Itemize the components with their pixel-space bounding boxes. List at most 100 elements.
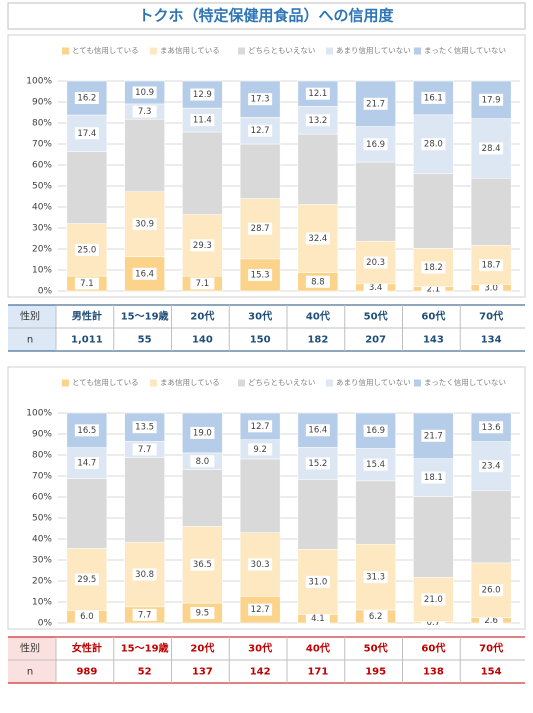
data-label: 17.9 — [482, 95, 501, 105]
y-tick-label: 90% — [32, 430, 52, 440]
data-label: 16.9 — [366, 140, 385, 150]
y-tick-label: 20% — [32, 245, 52, 255]
data-label: 30.9 — [135, 220, 154, 230]
bar-segment — [239, 143, 281, 199]
table-row-header: n — [27, 667, 33, 678]
data-label: 3.4 — [369, 283, 383, 293]
data-label: 3.0 — [484, 283, 498, 293]
data-label: 14.7 — [77, 459, 96, 469]
label-bg — [190, 607, 215, 620]
data-label: 15.2 — [308, 459, 327, 469]
label-bg — [363, 281, 388, 294]
legend-label: まったく信用していない — [424, 45, 506, 55]
data-label: 29.3 — [193, 241, 212, 251]
label-bg — [363, 571, 388, 584]
label-bg — [248, 558, 273, 571]
table-row-header: n — [27, 335, 33, 346]
legend-swatch — [238, 47, 245, 55]
data-label: 8.8 — [311, 277, 325, 287]
legend-swatch — [326, 47, 333, 55]
legend-swatch — [150, 47, 157, 55]
table-n: 52 — [138, 667, 152, 678]
label-bg — [190, 88, 215, 101]
label-bg — [74, 277, 99, 290]
data-label: 20.3 — [366, 258, 385, 268]
table-category: 男性計 — [72, 310, 102, 323]
bar-segment — [413, 173, 454, 249]
data-label: 2.6 — [484, 616, 498, 626]
label-bg — [74, 424, 99, 437]
data-label: 16.4 — [308, 426, 327, 436]
bar-segment — [470, 490, 512, 564]
data-label: 17.4 — [77, 129, 96, 139]
y-tick-label: 0% — [38, 619, 53, 629]
label-bg — [363, 610, 388, 623]
y-tick-label: 30% — [32, 224, 52, 234]
label-bg — [74, 457, 99, 470]
y-tick-label: 50% — [32, 514, 52, 524]
y-tick-label: 30% — [32, 556, 52, 566]
legend-label: まったく信用していない — [424, 377, 506, 387]
table-category: 女性計 — [72, 642, 102, 655]
label-bg — [190, 558, 215, 571]
data-label: 16.1 — [424, 93, 443, 103]
table-n: 182 — [307, 335, 328, 346]
data-label: 12.7 — [251, 605, 270, 615]
title: トクホ（特定保健用食品）への信用度 — [138, 7, 394, 25]
legend-label: とても信用している — [72, 45, 139, 55]
data-label: 23.4 — [482, 462, 501, 472]
table-n: 1,011 — [71, 335, 103, 346]
label-bg — [305, 87, 330, 100]
legend-swatch — [238, 379, 245, 387]
y-tick-label: 10% — [32, 598, 52, 608]
legend-swatch — [326, 379, 333, 387]
data-label: 2.1 — [427, 284, 441, 294]
label-bg — [132, 421, 157, 434]
bar-segment — [182, 131, 223, 215]
data-label: 8.0 — [196, 457, 210, 467]
bar-segment — [355, 480, 396, 545]
table-n: 150 — [250, 335, 271, 346]
table-category: 40代 — [306, 642, 330, 655]
data-label: 7.1 — [80, 279, 94, 289]
label-bg — [479, 142, 504, 155]
data-label: 15.3 — [251, 270, 270, 280]
label-bg — [479, 584, 504, 597]
y-tick-label: 60% — [32, 493, 52, 503]
data-label: 6.2 — [369, 612, 383, 622]
table-n: 195 — [365, 667, 386, 678]
label-bg — [132, 443, 157, 456]
data-label: 16.2 — [77, 94, 96, 104]
bar-segment — [413, 496, 454, 578]
data-label: 21.7 — [424, 431, 443, 441]
table-n: 134 — [481, 335, 502, 346]
y-tick-label: 10% — [32, 266, 52, 276]
table-category: 50代 — [364, 310, 388, 323]
data-label: 6.0 — [80, 612, 94, 622]
data-label: 4.1 — [311, 614, 325, 624]
data-label: 13.6 — [482, 423, 501, 433]
legend-swatch — [414, 379, 421, 387]
data-label: 7.3 — [138, 107, 152, 117]
y-tick-label: 20% — [32, 577, 52, 587]
bar-segment — [66, 114, 108, 152]
label-bg — [421, 429, 446, 442]
table-n: 154 — [481, 667, 502, 678]
label-bg — [74, 243, 99, 256]
label-bg — [132, 608, 157, 621]
data-label: 28.4 — [482, 144, 501, 154]
legend-label: とても信用している — [72, 377, 139, 387]
label-bg — [479, 460, 504, 473]
y-tick-label: 80% — [32, 451, 52, 461]
legend-label: どちらともいえない — [248, 46, 315, 55]
label-bg — [363, 256, 388, 269]
bar-segment — [182, 469, 223, 527]
data-label: 18.1 — [424, 473, 443, 483]
label-bg — [190, 426, 215, 439]
label-bg — [248, 268, 273, 281]
data-label: 10.9 — [135, 88, 154, 98]
table-category: 15～19歳 — [121, 310, 169, 323]
label-bg — [248, 93, 273, 106]
label-bg — [132, 105, 157, 118]
table-category: 20代 — [190, 310, 214, 323]
